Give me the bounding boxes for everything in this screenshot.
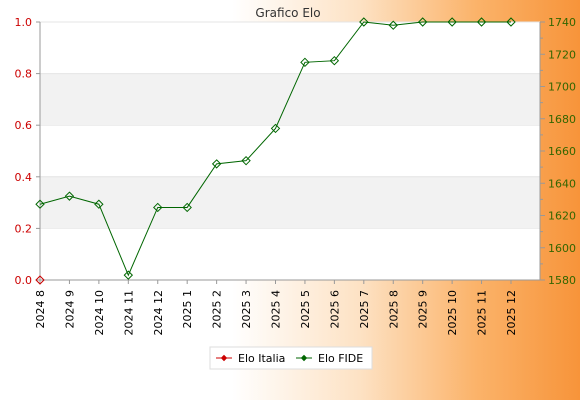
data-point-elo-fide	[417, 17, 428, 27]
right-tick-label: 1640	[548, 177, 576, 190]
right-tick-label: 1680	[548, 113, 576, 126]
left-tick-label: 0.0	[15, 274, 33, 287]
grid-band	[40, 176, 540, 229]
data-point-elo-fide	[388, 20, 398, 30]
left-tick-label: 1.0	[15, 16, 33, 29]
data-point-elo-fide	[94, 199, 104, 209]
right-tick-label: 1700	[548, 81, 576, 94]
x-tick-label: 2025 4	[270, 290, 283, 329]
data-point-elo-fide	[359, 17, 369, 27]
x-tick-label: 2025 5	[299, 290, 312, 329]
legend: Elo Italia Elo FIDE	[209, 346, 373, 370]
x-tick-label: 2025 3	[240, 290, 253, 329]
x-tick-label: 2024 12	[152, 290, 165, 336]
left-tick-label: 0.4	[15, 171, 33, 184]
legend-label-elo-fide: Elo FIDE	[318, 352, 363, 365]
left-tick-label: 0.8	[15, 68, 33, 81]
legend-swatch-marker	[220, 354, 228, 362]
x-tick-label: 2025 2	[211, 290, 224, 329]
grid-band	[40, 73, 540, 126]
legend-box	[209, 346, 373, 370]
x-tick-label: 2025 8	[387, 290, 400, 329]
data-point-elo-fide	[182, 202, 192, 213]
x-tick-label: 2025 1	[181, 290, 194, 329]
x-tick-label: 2025 6	[328, 290, 341, 329]
data-point-elo-fide	[476, 17, 487, 27]
x-tick-label: 2024 10	[93, 290, 106, 336]
x-tick-label: 2024 11	[122, 290, 135, 336]
x-tick-label: 2024 9	[63, 290, 76, 329]
data-point-elo-fide	[329, 55, 340, 66]
x-tick-label: 2025 11	[476, 290, 489, 336]
series-line-elo-fide	[39, 21, 511, 277]
right-tick-label: 1720	[548, 48, 576, 61]
x-tick-label: 2025 12	[505, 290, 518, 336]
data-point-elo-fide	[506, 17, 516, 27]
right-tick-label: 1740	[548, 16, 576, 29]
legend-swatch-marker	[300, 354, 308, 362]
data-point-elo-fide	[211, 159, 222, 169]
right-tick-label: 1660	[548, 145, 576, 158]
left-tick-label: 0.6	[15, 119, 33, 132]
data-point-elo-fide	[64, 191, 75, 201]
right-tick-label: 1580	[548, 274, 576, 287]
data-point-elo-fide	[241, 155, 251, 166]
chart-title: Grafico Elo	[255, 6, 320, 20]
data-point-elo-italia	[35, 275, 45, 285]
data-point-elo-fide	[153, 202, 163, 213]
x-tick-label: 2025 10	[446, 290, 459, 336]
plot-background	[40, 22, 540, 280]
x-tick-label: 2025 9	[417, 290, 430, 329]
x-tick-label: 2025 7	[358, 290, 371, 329]
data-point-elo-fide	[270, 123, 281, 134]
data-point-elo-fide	[123, 270, 134, 280]
right-tick-label: 1600	[548, 242, 576, 255]
data-point-elo-fide	[35, 199, 45, 209]
data-point-elo-fide	[447, 17, 457, 27]
data-point-elo-fide	[300, 57, 310, 68]
right-tick-label: 1620	[548, 210, 576, 223]
left-tick-label: 0.2	[15, 222, 33, 235]
x-tick-label: 2024 8	[34, 290, 47, 329]
legend-label-elo-italia: Elo Italia	[238, 352, 285, 365]
